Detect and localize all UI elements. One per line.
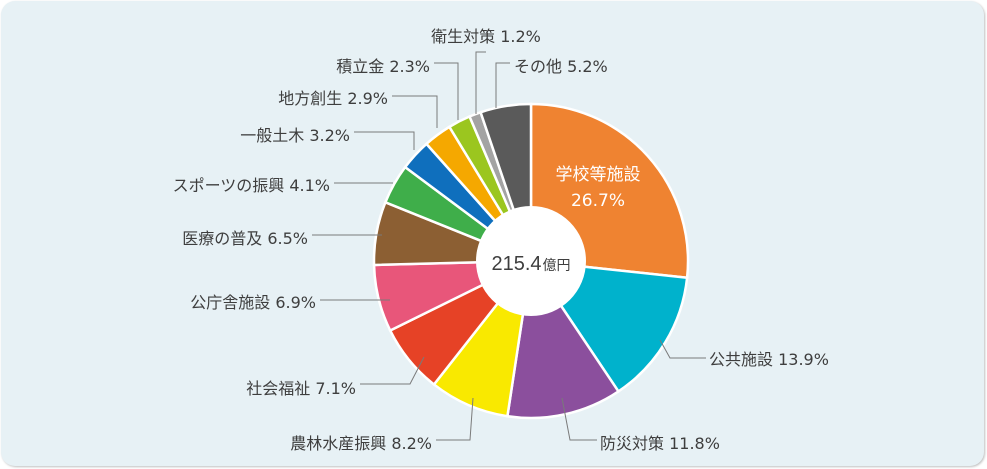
leader-line-衛生対策 <box>475 51 486 114</box>
slice-label-公共施設: 公共施設 13.9% <box>709 350 829 369</box>
center-total-value: 215.4 <box>491 253 541 275</box>
leader-line-防災対策 <box>561 397 597 441</box>
slice-label-その他: その他 5.2% <box>514 57 608 76</box>
slice-label-学校等施設: 学校等施設 <box>556 165 641 185</box>
leader-line-地方創生 <box>392 95 438 128</box>
leader-line-その他 <box>495 62 510 108</box>
leader-line-農林水産振興 <box>436 397 474 441</box>
leader-line-公共施設 <box>659 339 706 359</box>
leader-line-社会福祉 <box>360 356 425 385</box>
slice-label-スポーツの振興: スポーツの振興 4.1% <box>173 176 330 195</box>
slice-label-積立金: 積立金 2.3% <box>336 57 430 76</box>
slice-label-一般土木: 一般土木 3.2% <box>240 126 350 145</box>
leader-line-一般土木 <box>354 131 415 150</box>
slice-label-公庁舎施設: 公庁舎施設 6.9% <box>190 293 316 312</box>
center-total-label: 215.4億円 <box>491 253 570 275</box>
slice-label-衛生対策: 衛生対策 1.2% <box>431 27 541 46</box>
slice-label-医療の普及: 医療の普及 6.5% <box>182 229 308 248</box>
leader-line-積立金 <box>434 62 459 120</box>
slice-label-農林水産振興: 農林水産振興 8.2% <box>290 434 432 453</box>
center-total-unit: 億円 <box>543 257 571 273</box>
center-hole <box>476 206 586 316</box>
slice-label-地方創生: 地方創生 2.9% <box>278 89 388 108</box>
slice-label-防災対策: 防災対策 11.8% <box>600 434 720 453</box>
slice-label-社会福祉: 社会福祉 7.1% <box>246 379 356 398</box>
slice-percent-学校等施設: 26.7% <box>571 191 625 211</box>
